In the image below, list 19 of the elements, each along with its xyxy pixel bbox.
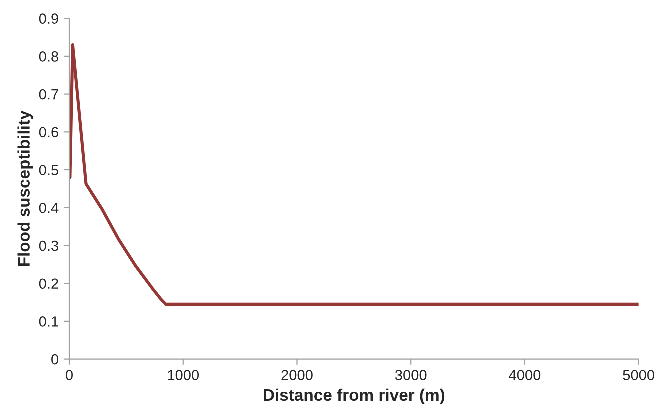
x-tick-label: 1000	[168, 370, 200, 380]
y-tick-label: 0.9	[39, 14, 58, 24]
x-tick-label: 4000	[509, 370, 541, 380]
x-tick-label: 5000	[623, 370, 654, 380]
y-tick-label: 0.2	[39, 278, 58, 290]
y-tick-label: 0.4	[39, 202, 59, 214]
y-tick-label: 0.6	[39, 127, 58, 138]
y-axis-title: Flood susceptibility	[18, 110, 34, 266]
y-tick-label: 0.3	[39, 240, 58, 252]
y-tick-label: 0.5	[39, 165, 58, 176]
x-tick-label: 3000	[395, 370, 427, 380]
x-tick-label: 2000	[282, 370, 313, 380]
y-tick-label: 0.7	[39, 89, 58, 100]
line-series	[70, 44, 639, 306]
x-tick-label: 0	[66, 370, 73, 380]
y-tick-label: 0	[52, 354, 59, 365]
x-axis-title: Distance from river (m)	[264, 388, 445, 404]
y-tick-label: 0.8	[39, 52, 58, 62]
y-tick-label: 0.1	[39, 316, 58, 327]
